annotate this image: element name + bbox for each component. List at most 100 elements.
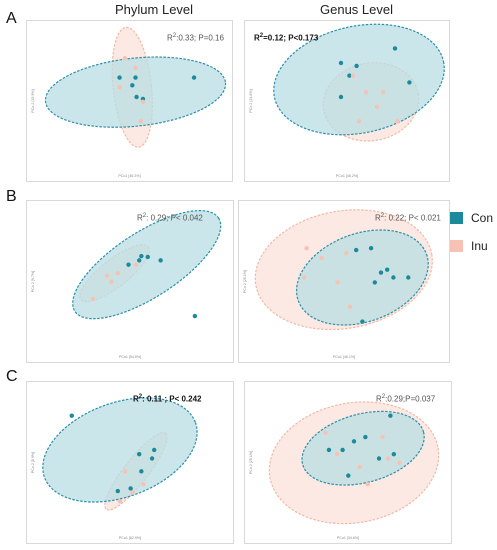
con-data-point — [407, 80, 412, 85]
con-confidence-ellipse — [44, 56, 227, 128]
inu-data-point — [323, 430, 328, 436]
inu-data-point — [385, 456, 391, 461]
inu-data-point — [90, 296, 96, 302]
stat-text: =0.12; P<0.173 — [263, 33, 319, 43]
panel-A-genus: PCo1 [46.2%] PCo 2 [23.8%] R2=0.12; P<0.17… — [244, 20, 450, 182]
r2-superscript: 2 — [380, 213, 385, 219]
con-data-point — [117, 75, 122, 80]
stat-annotation: R2: 0.22; P< 0.021 — [375, 213, 441, 223]
inu-data-point — [357, 464, 362, 470]
inu-data-point — [356, 119, 362, 124]
x-axis-label: PCo1 [34.6%] — [337, 536, 359, 540]
inu-data-point — [364, 89, 369, 95]
x-axis-label: PCo1 [62.9%] — [119, 536, 141, 540]
inu-data-point — [140, 99, 146, 105]
con-confidence-ellipse — [72, 210, 222, 320]
con-data-point — [406, 275, 411, 280]
inu-data-point — [123, 469, 128, 474]
legend-swatch-inu — [449, 240, 463, 252]
pcoa-plot: PCo1 [54.5%] PCo 2 [9.7%] — [31, 210, 222, 359]
stat-annotation: R2:0.33; P=0.16 — [167, 33, 224, 43]
r2-symbol: R — [376, 394, 382, 404]
con-data-point — [139, 469, 144, 474]
inu-data-point — [133, 262, 139, 267]
con-data-point — [128, 486, 133, 491]
con-data-point — [338, 94, 344, 100]
con-data-point — [145, 254, 150, 260]
y-axis-label: PCo 2 [8.9%] — [31, 452, 35, 473]
stat-text: : 0.22; P< 0.021 — [384, 213, 441, 223]
pcoa-plot: PCo1 [46.2%] PCo 2 [23.8%] — [249, 23, 445, 178]
con-data-point — [130, 83, 135, 88]
inu-data-point — [374, 104, 380, 109]
con-data-point — [392, 46, 398, 51]
con-data-point — [115, 488, 121, 494]
column-title-phylum: Phylum Level — [115, 2, 194, 17]
inu-data-point — [109, 279, 114, 284]
legend-item-con: Con — [449, 211, 493, 225]
y-axis-label: PCo 2 [25.1%] — [249, 451, 253, 474]
con-data-point — [391, 275, 396, 280]
legend-label-inu: Inu — [471, 239, 488, 253]
con-data-point — [137, 452, 142, 457]
row-label-b: B — [6, 188, 17, 205]
stat-annotation: R2=0.12; P<0.173 — [254, 33, 318, 43]
stat-text: : 0.11 ; P< 0.242 — [142, 394, 202, 404]
r2-symbol: R — [254, 33, 260, 43]
con-data-point — [372, 280, 377, 285]
inu-data-point — [335, 280, 340, 285]
con-data-point — [69, 413, 74, 418]
y-axis-label: PCo 2 [23.8%] — [249, 89, 253, 112]
inu-data-point — [347, 304, 353, 310]
stat-text: :0.29;P=0.037 — [385, 394, 436, 404]
panel-C-genus: PCo1 [34.6%] PCo 2 [25.1%] R2:0.29;P=0.037 — [244, 381, 452, 544]
y-axis-label: PCo 2 [15.9%] — [31, 89, 35, 112]
r2-superscript: 2 — [138, 394, 143, 400]
con-data-point — [152, 447, 157, 453]
con-confidence-ellipse — [273, 23, 445, 136]
con-data-point — [354, 63, 359, 69]
con-data-point — [385, 267, 390, 272]
inu-data-point — [319, 255, 324, 261]
inu-data-point — [141, 481, 146, 487]
con-data-point — [126, 262, 131, 267]
r2-symbol: R — [167, 33, 173, 43]
con-data-point — [149, 456, 155, 461]
y-axis-label: PCo 2 [25.1%] — [243, 270, 247, 293]
r2-superscript: 2 — [172, 33, 177, 39]
con-data-point — [340, 447, 345, 453]
inu-data-point — [138, 119, 144, 124]
con-data-point — [192, 313, 198, 319]
con-confidence-ellipse — [42, 397, 198, 503]
panel-B-phylum: PCo1 [54.5%] PCo 2 [9.7%] R2: 0.29; P< 0.0… — [26, 200, 234, 363]
con-data-point — [388, 413, 393, 418]
con-data-point — [133, 75, 138, 80]
panel-B-genus: PCo1 [46.1%] PCo 2 [25.1%] R2: 0.22; P< 0.… — [238, 200, 450, 363]
stat-annotation: R2: 0.29; P< 0.042 — [137, 213, 203, 223]
row-label-a: A — [6, 10, 17, 27]
row-label-c: C — [6, 368, 18, 385]
con-data-point — [326, 447, 332, 453]
con-confidence-ellipse — [301, 410, 425, 486]
inu-data-point — [344, 250, 349, 256]
inu-data-point — [122, 55, 128, 61]
con-data-point — [139, 253, 144, 259]
legend-swatch-con — [449, 212, 463, 224]
x-axis-label: PCo1 [54.5%] — [119, 355, 141, 359]
inu-data-point — [395, 119, 400, 124]
r2-symbol: R — [133, 394, 139, 404]
legend-item-inu: Inu — [449, 239, 488, 253]
pcoa-plot: PCo1 [62.9%] PCo 2 [8.9%] — [31, 397, 198, 540]
r2-superscript: 2 — [259, 33, 264, 39]
stat-annotation: R2:0.29;P=0.037 — [376, 394, 435, 404]
y-axis-label: PCo 2 [9.7%] — [31, 271, 35, 292]
inu-data-point — [133, 65, 138, 71]
con-data-point — [347, 73, 352, 78]
pcoa-plot: PCo1 [46.1%] PCo 2 [25.1%] — [243, 209, 433, 359]
inu-data-point — [380, 434, 385, 440]
stat-text: :0.33; P=0.16 — [176, 33, 224, 43]
inu-data-point — [380, 89, 386, 95]
con-data-point — [351, 439, 357, 444]
r2-superscript: 2 — [381, 394, 386, 400]
stat-text: : 0.29; P< 0.042 — [146, 213, 203, 223]
